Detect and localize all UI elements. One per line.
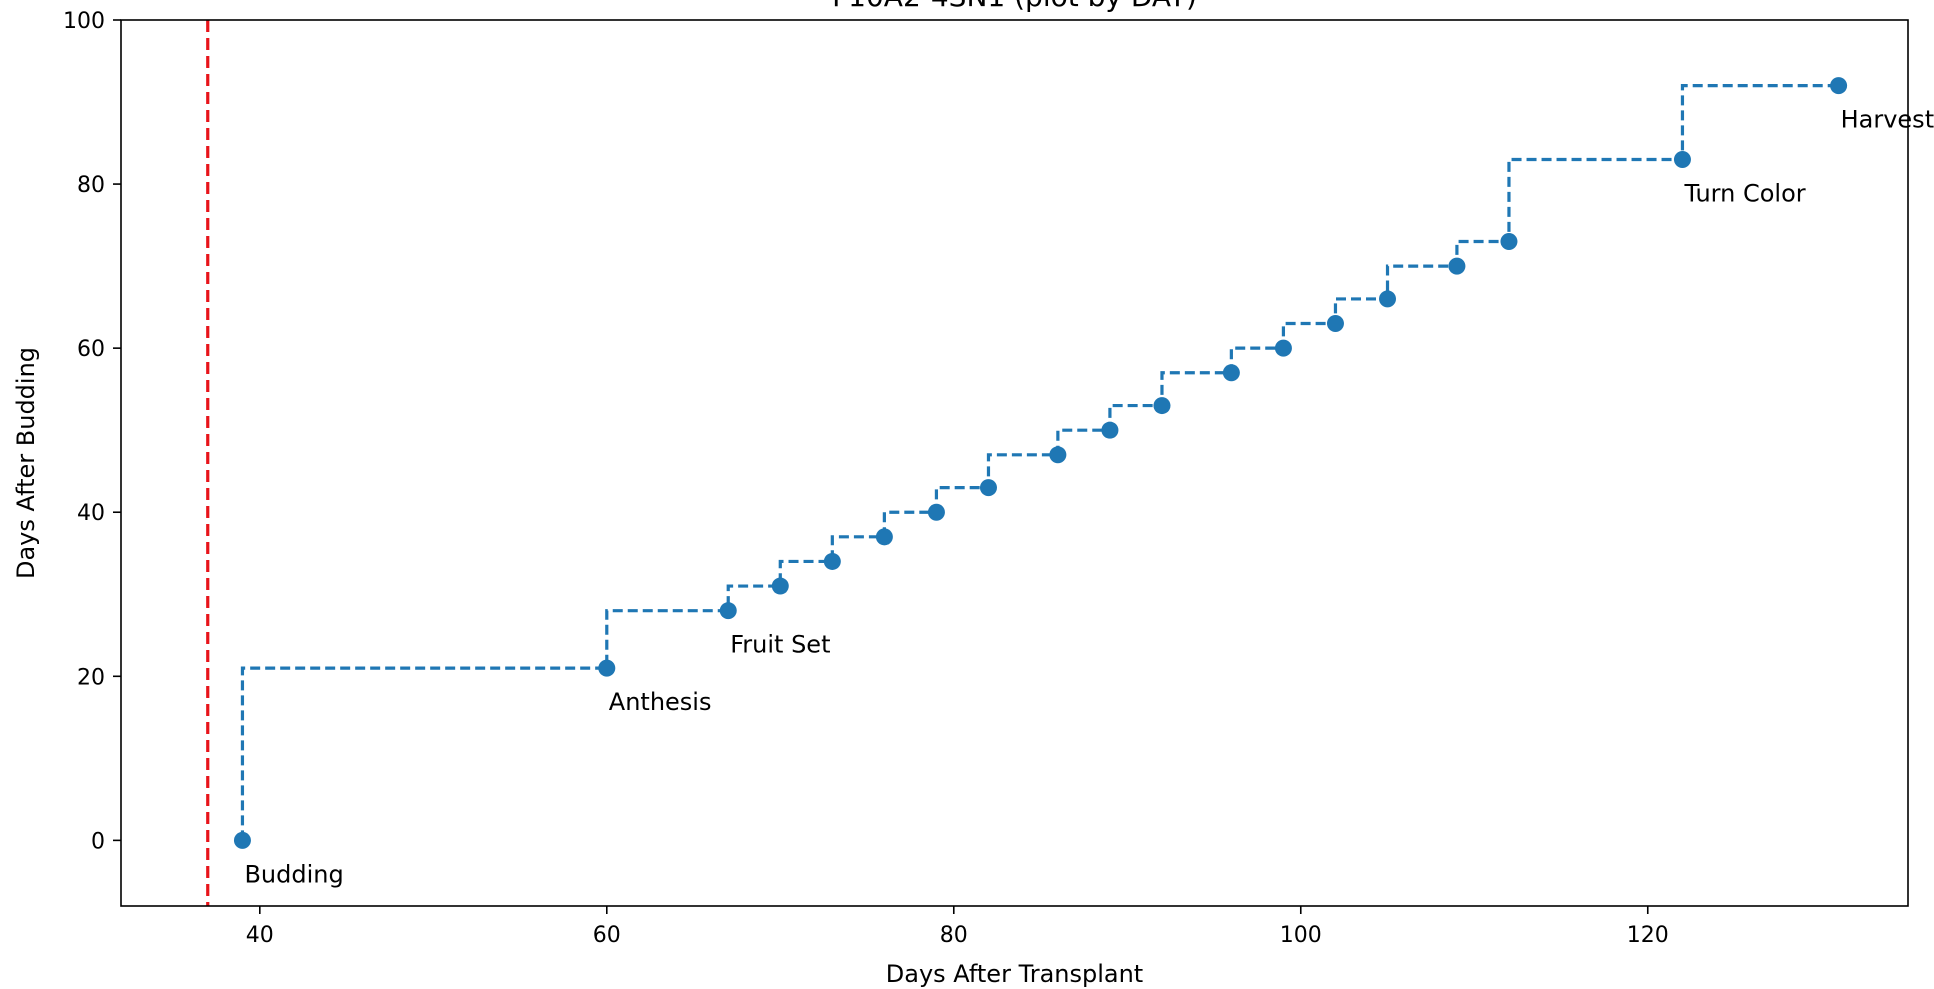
annotation-label: Budding bbox=[244, 860, 343, 888]
data-point bbox=[823, 552, 841, 570]
axis-ticks: 40 60 80 100 120 0 20 40 60 80 100 bbox=[63, 9, 1669, 948]
data-point bbox=[598, 659, 616, 677]
data-point bbox=[1830, 77, 1848, 95]
x-tick-label: 120 bbox=[1627, 923, 1669, 948]
annotation-label: Anthesis bbox=[609, 688, 712, 716]
data-point bbox=[1500, 233, 1518, 250]
annotation-label: Turn Color bbox=[1683, 179, 1805, 207]
data-point bbox=[1448, 257, 1466, 275]
plot-area: Budding Anthesis Fruit Set Turn Color Harves… bbox=[206, 20, 1934, 906]
x-axis-label: Days After Transplant bbox=[886, 960, 1143, 988]
x-tick-label: 100 bbox=[1280, 923, 1322, 948]
data-point bbox=[771, 577, 789, 595]
annotation-label: Fruit Set bbox=[730, 631, 830, 659]
annotation-label: Harvest bbox=[1841, 106, 1934, 134]
data-point bbox=[719, 602, 737, 620]
x-tick-label: 40 bbox=[246, 923, 274, 948]
data-point bbox=[1049, 446, 1067, 464]
data-point bbox=[875, 528, 893, 546]
data-point bbox=[1153, 397, 1171, 415]
y-tick-label: 80 bbox=[77, 173, 105, 198]
data-point bbox=[1673, 150, 1691, 168]
data-point bbox=[1379, 290, 1397, 308]
data-point bbox=[233, 831, 251, 849]
x-tick-label: 80 bbox=[940, 923, 968, 948]
data-point bbox=[1274, 339, 1292, 357]
y-tick-label: 60 bbox=[77, 337, 105, 362]
data-point bbox=[1101, 421, 1119, 439]
data-point bbox=[1222, 364, 1240, 382]
y-tick-label: 40 bbox=[77, 501, 105, 526]
y-tick-label: 0 bbox=[91, 829, 105, 854]
data-point bbox=[927, 503, 945, 521]
chart-title: F10A2-4SN1 (plot by DAT) bbox=[832, 0, 1197, 13]
y-axis-label: Days After Budding bbox=[12, 347, 40, 579]
data-point bbox=[979, 479, 997, 497]
y-tick-label: 20 bbox=[77, 665, 105, 690]
x-tick-label: 60 bbox=[593, 923, 621, 948]
series-step-line bbox=[240, 84, 1839, 841]
data-point bbox=[1326, 315, 1344, 333]
axes-frame bbox=[120, 19, 1909, 907]
y-tick-label: 100 bbox=[63, 9, 105, 34]
